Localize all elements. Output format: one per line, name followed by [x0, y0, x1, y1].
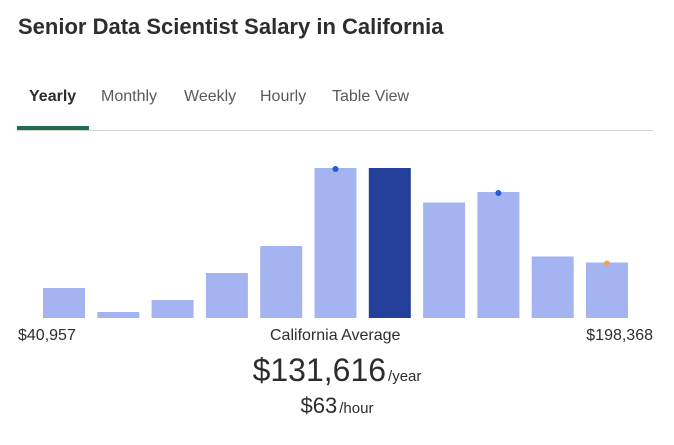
- average-yearly-value: $131,616: [252, 352, 387, 388]
- tab-hourly-label: Hourly: [260, 88, 307, 105]
- tab-table-view-label: Table View: [332, 88, 410, 105]
- tab-yearly-label: Yearly: [29, 88, 77, 105]
- histogram-bar: [586, 262, 628, 318]
- tab-monthly-label: Monthly: [101, 88, 158, 105]
- average-hourly-salary: $63/hour: [0, 393, 674, 419]
- range-max-label: $198,368: [586, 327, 653, 344]
- page-title: Senior Data Scientist Salary in Californ…: [18, 14, 444, 39]
- histogram-marker-dot: [332, 166, 339, 172]
- average-hourly-unit: /hour: [339, 400, 374, 417]
- active-tab-underline: [17, 126, 89, 130]
- histogram-bar: [314, 168, 357, 318]
- histogram-bar: [151, 300, 194, 318]
- range-min-label: $40,957: [18, 327, 76, 344]
- histogram-bar-average: [368, 168, 411, 318]
- histogram-bar: [43, 288, 85, 318]
- period-tabs: Yearly Monthly Weekly Hourly Table View: [17, 80, 653, 131]
- histogram-bar: [260, 246, 303, 318]
- tab-yearly[interactable]: Yearly: [17, 80, 89, 130]
- histogram-marker-dot: [604, 260, 610, 267]
- histogram-bar: [97, 312, 140, 318]
- average-yearly-unit: /year: [388, 368, 422, 385]
- tab-weekly-label: Weekly: [184, 88, 237, 105]
- average-label: California Average: [270, 327, 401, 344]
- histogram-bar: [531, 256, 574, 318]
- tab-weekly[interactable]: Weekly: [184, 80, 236, 130]
- tabs-divider: [17, 130, 653, 131]
- histogram-bar: [477, 192, 520, 318]
- histogram-bar: [423, 202, 466, 318]
- tab-table-view[interactable]: Table View: [332, 80, 409, 130]
- histogram-bar: [205, 273, 248, 318]
- histogram-marker-dot: [495, 190, 502, 196]
- tab-hourly[interactable]: Hourly: [260, 80, 306, 130]
- average-hourly-value: $63: [300, 393, 338, 418]
- tab-monthly[interactable]: Monthly: [101, 80, 157, 130]
- average-yearly-salary: $131,616/year: [0, 352, 674, 389]
